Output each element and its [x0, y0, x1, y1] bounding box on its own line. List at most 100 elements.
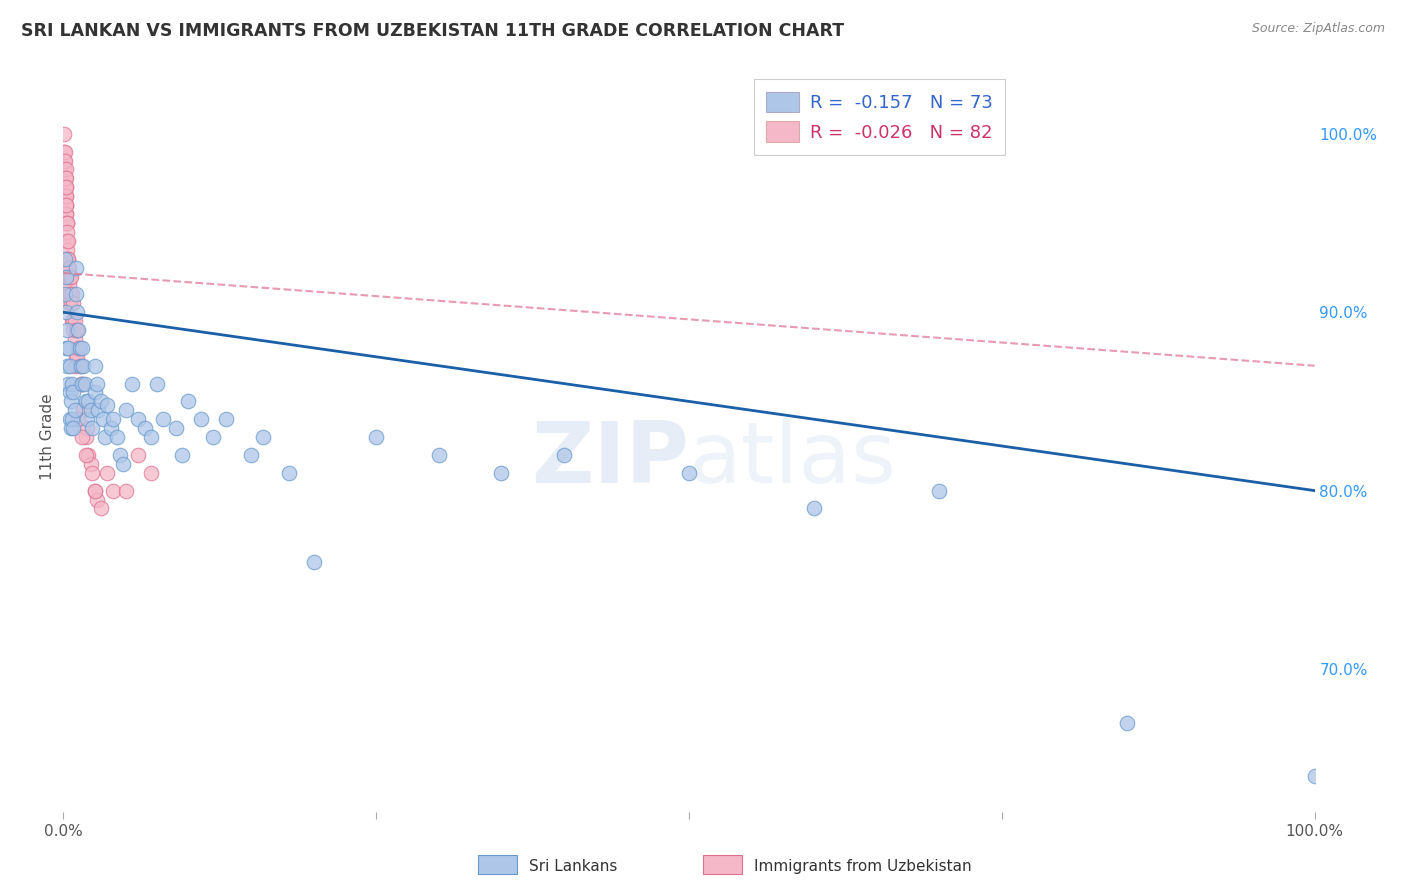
Point	[76, 412, 98, 426]
Point	[58, 341, 80, 355]
Point	[75, 430, 97, 444]
Point	[83, 483, 105, 498]
Legend: R =  -0.157   N = 73, R =  -0.026   N = 82: R = -0.157 N = 73, R = -0.026 N = 82	[754, 79, 1005, 155]
Point	[58, 376, 80, 391]
Point	[76, 421, 98, 435]
Point	[93, 430, 115, 444]
Point	[55, 189, 77, 203]
Point	[803, 501, 825, 516]
Point	[53, 252, 76, 266]
Point	[58, 278, 80, 293]
Point	[55, 180, 77, 194]
Point	[190, 412, 212, 426]
Point	[70, 430, 93, 444]
Point	[103, 483, 125, 498]
Point	[87, 403, 110, 417]
Point	[177, 394, 200, 409]
Point	[105, 430, 128, 444]
Point	[58, 269, 80, 284]
Point	[553, 448, 575, 462]
Point	[53, 171, 76, 186]
Point	[165, 421, 187, 435]
Point	[77, 394, 100, 409]
Point	[56, 234, 79, 248]
Point	[53, 180, 76, 194]
Point	[678, 466, 700, 480]
Point	[55, 207, 77, 221]
Point	[58, 296, 80, 310]
Point	[56, 216, 79, 230]
Point	[80, 466, 103, 480]
Point	[65, 260, 87, 275]
Point	[366, 430, 388, 444]
Point	[80, 403, 103, 417]
Point	[56, 252, 79, 266]
Point	[53, 287, 76, 301]
Point	[239, 448, 263, 462]
Point	[53, 153, 76, 168]
Point	[491, 466, 513, 480]
Point	[134, 421, 156, 435]
Point	[127, 412, 149, 426]
Point	[53, 145, 76, 159]
Point	[59, 296, 82, 310]
Point	[127, 448, 149, 462]
Point	[55, 198, 77, 212]
Point	[60, 287, 83, 301]
Point	[72, 359, 94, 373]
Point	[86, 376, 108, 391]
Point	[56, 359, 79, 373]
Point	[215, 412, 238, 426]
Point	[56, 260, 79, 275]
Point	[65, 287, 87, 301]
Point	[427, 448, 450, 462]
Point	[53, 198, 76, 212]
Point	[277, 466, 299, 480]
Point	[90, 501, 112, 516]
Point	[55, 269, 77, 284]
Point	[69, 376, 91, 391]
Point	[62, 296, 84, 310]
Point	[56, 243, 79, 257]
Point	[252, 430, 274, 444]
Point	[90, 394, 112, 409]
Point	[172, 448, 194, 462]
Text: Immigrants from Uzbekistan: Immigrants from Uzbekistan	[754, 859, 972, 873]
Point	[96, 398, 118, 412]
Point	[53, 198, 76, 212]
Point	[53, 180, 76, 194]
Point	[115, 483, 138, 498]
Point	[52, 127, 75, 141]
Point	[63, 359, 86, 373]
Point	[55, 341, 77, 355]
Point	[66, 323, 89, 337]
Point	[67, 341, 90, 355]
Point	[53, 189, 76, 203]
Point	[55, 252, 77, 266]
Point	[115, 403, 138, 417]
Point	[58, 412, 80, 426]
Point	[928, 483, 950, 498]
Text: Source: ZipAtlas.com: Source: ZipAtlas.com	[1251, 22, 1385, 36]
Point	[103, 412, 125, 426]
Point	[67, 323, 90, 337]
Point	[53, 145, 76, 159]
Point	[152, 412, 174, 426]
Point	[59, 269, 82, 284]
Point	[58, 287, 80, 301]
Point	[59, 421, 82, 435]
Point	[58, 269, 80, 284]
Point	[65, 350, 87, 364]
Point	[67, 412, 90, 426]
Point	[56, 225, 79, 239]
Point	[121, 376, 143, 391]
Point	[86, 492, 108, 507]
Point	[55, 305, 77, 319]
Point	[58, 385, 80, 400]
Point	[83, 483, 105, 498]
Point	[112, 457, 135, 471]
Point	[302, 555, 325, 569]
Point	[83, 359, 105, 373]
Point	[77, 448, 100, 462]
Y-axis label: 11th Grade: 11th Grade	[39, 393, 55, 481]
